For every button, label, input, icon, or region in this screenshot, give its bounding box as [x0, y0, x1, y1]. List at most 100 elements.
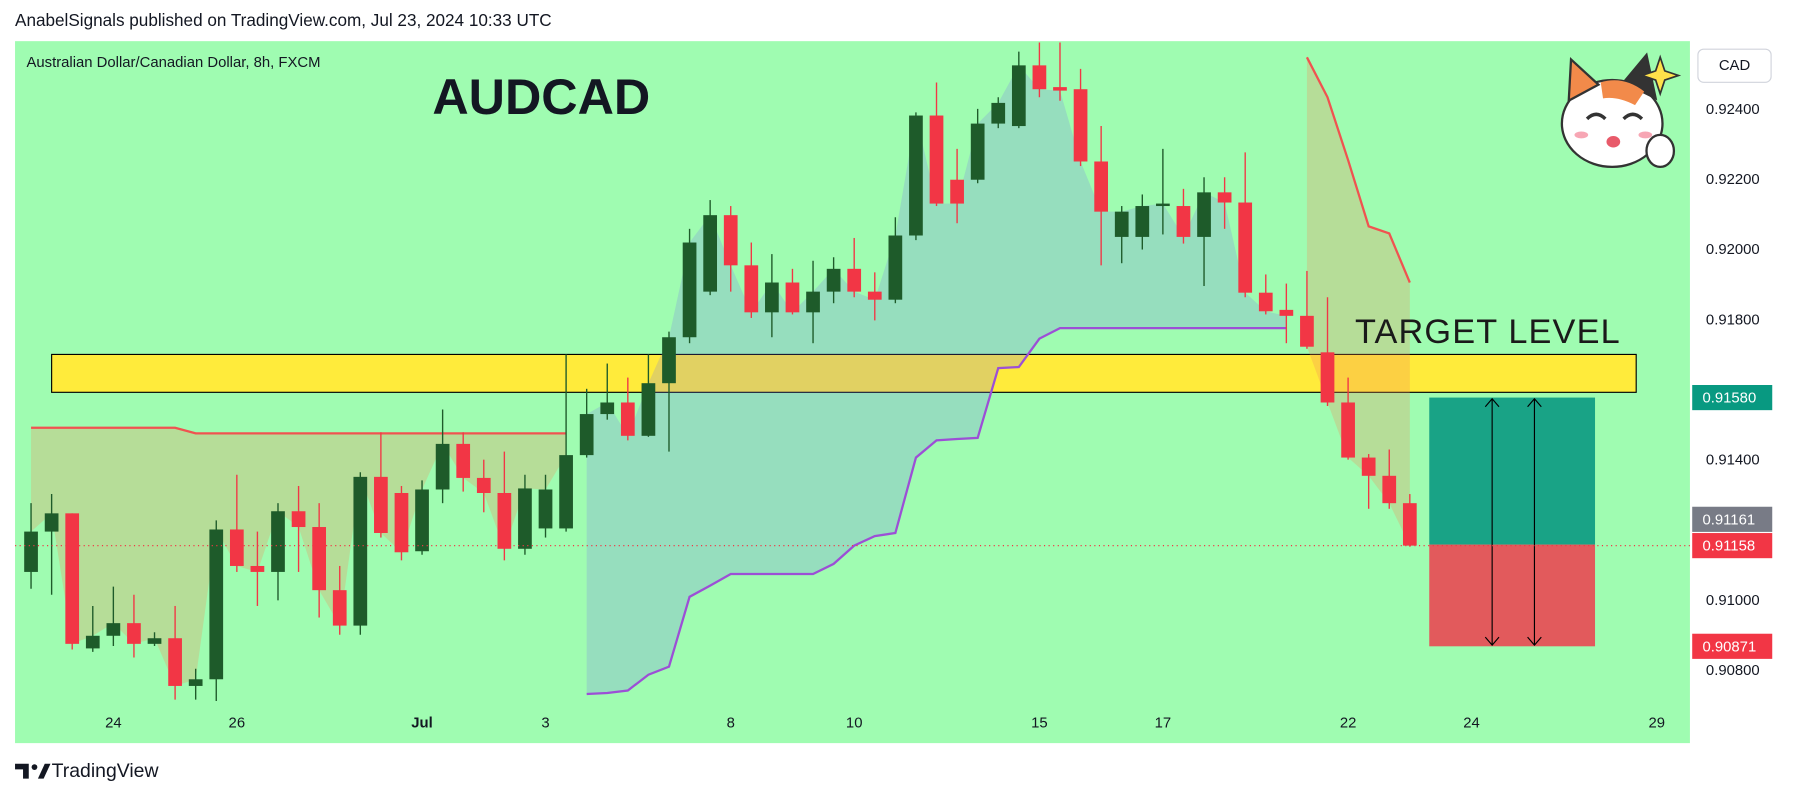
- x-tick-label: 24: [105, 716, 122, 732]
- candle-body: [85, 635, 100, 649]
- candle-body: [1217, 192, 1232, 203]
- candle-body: [1402, 503, 1417, 546]
- candle-body: [1053, 87, 1067, 91]
- candle-body: [1238, 202, 1253, 293]
- support-zone: [51, 353, 1637, 393]
- candle-body: [209, 529, 224, 680]
- price-axis: 0.92400 0.92200 0.92000 0.91800 0.91400 0.910…: [1692, 102, 1773, 679]
- candle-body: [353, 476, 368, 626]
- candle-body: [1341, 402, 1355, 458]
- band-line: [1305, 56, 1411, 283]
- x-tick-label: 17: [1155, 716, 1172, 732]
- candle-body: [374, 476, 388, 533]
- candle-body: [1135, 206, 1150, 237]
- candle-body: [456, 443, 471, 478]
- candle-body: [1258, 292, 1273, 312]
- publish-header: AnabelSignals published on TradingView.c…: [15, 10, 552, 30]
- band-line: [586, 326, 1287, 696]
- candle-body: [950, 179, 964, 204]
- arrow-head: [1527, 397, 1542, 647]
- candle-body: [538, 489, 553, 529]
- candle-body: [312, 527, 327, 591]
- chart-title: AUDCAD: [432, 68, 650, 125]
- candle-body: [1073, 89, 1088, 162]
- candle-body: [168, 638, 182, 686]
- target-annotation: TARGET LEVEL: [1355, 313, 1621, 351]
- band-fill: [31, 427, 567, 686]
- price-label: 0.91161: [1703, 512, 1756, 528]
- arrow-head: [1484, 397, 1500, 647]
- price-label: 0.91580: [1703, 391, 1757, 407]
- candle-body: [579, 414, 594, 456]
- candle-body: [1094, 161, 1109, 212]
- x-tick-label: 22: [1340, 716, 1357, 732]
- band-line: [31, 426, 567, 435]
- candle-body: [394, 492, 409, 553]
- price-label: 0.90871: [1703, 639, 1757, 655]
- candle-body: [888, 235, 903, 300]
- candle-body: [476, 477, 491, 493]
- tradingview-logo: [15, 763, 51, 779]
- candle-body: [929, 115, 944, 204]
- price-label: 0.91158: [1703, 539, 1756, 555]
- x-tick-label: 3: [541, 716, 549, 732]
- price-label-bg: [1692, 533, 1773, 559]
- candle-body: [1176, 206, 1191, 237]
- candle-body: [1032, 65, 1047, 90]
- candle-body: [744, 265, 759, 313]
- candle-body: [723, 215, 738, 266]
- candle-body: [229, 529, 244, 566]
- candle-body: [250, 565, 265, 572]
- x-tick-label: 10: [846, 716, 863, 732]
- y-tick-label: 0.92200: [1706, 172, 1760, 188]
- candle-body: [970, 123, 985, 180]
- candle-body: [600, 402, 615, 415]
- cat-sticker: [1560, 52, 1682, 169]
- candle-body: [682, 242, 697, 338]
- candle-body: [1382, 475, 1397, 504]
- candle-body: [435, 443, 450, 490]
- candle-body: [24, 531, 38, 572]
- candle-body: [826, 268, 841, 292]
- candle-body: [147, 638, 162, 644]
- band-fill: [1306, 57, 1410, 546]
- currency-button[interactable]: [1697, 48, 1772, 83]
- candle-body: [1320, 352, 1335, 403]
- candle-body: [662, 337, 676, 384]
- candle-body: [620, 402, 635, 436]
- candle-body: [1156, 203, 1170, 207]
- candle-body: [415, 489, 429, 552]
- candle-body: [44, 513, 59, 532]
- y-tick-label: 0.91000: [1706, 593, 1760, 609]
- x-tick-label: 26: [229, 716, 246, 732]
- plot: [15, 42, 1690, 702]
- candle-body: [188, 679, 203, 686]
- price-label-bg: [1692, 506, 1773, 532]
- x-tick-label: 29: [1649, 716, 1666, 732]
- candle-body: [641, 383, 656, 436]
- candle-body: [765, 282, 779, 313]
- candle-body: [991, 102, 1006, 124]
- currency-label[interactable]: CAD: [1719, 58, 1751, 74]
- x-tick-label: Jul: [411, 716, 432, 732]
- candle-body: [1361, 457, 1376, 476]
- candle-body: [909, 115, 923, 236]
- y-tick-label: 0.92000: [1706, 242, 1760, 258]
- candle-body: [127, 623, 141, 644]
- y-tick-label: 0.92400: [1706, 102, 1760, 118]
- symbol-legend: Australian Dollar/Canadian Dollar, 8h, F…: [26, 55, 320, 71]
- candle-body: [785, 282, 800, 313]
- candle-body: [271, 511, 285, 572]
- candle-body: [847, 268, 862, 292]
- footer-brand: TradingView: [52, 760, 160, 782]
- candle-body: [867, 291, 882, 300]
- candle-body: [703, 215, 718, 292]
- candle-body: [106, 623, 121, 636]
- x-tick-label: 15: [1031, 716, 1048, 732]
- x-tick-label: 8: [727, 716, 735, 732]
- y-tick-label: 0.91800: [1706, 312, 1760, 328]
- candle-body: [332, 590, 347, 626]
- band-fill: [586, 65, 1287, 695]
- candle-body: [1279, 309, 1294, 316]
